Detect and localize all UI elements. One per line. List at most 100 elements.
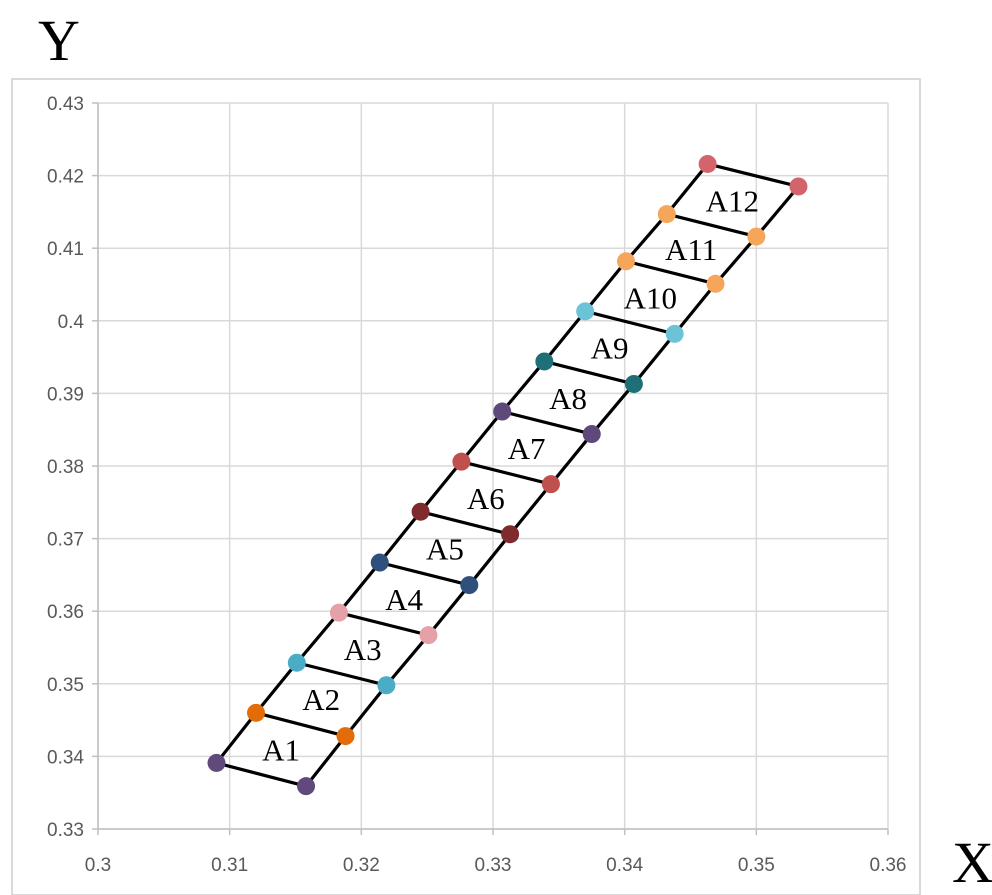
left-rail-line bbox=[337, 561, 382, 614]
x-tick-label: 0.31 bbox=[211, 855, 248, 876]
tick-labels: 0.3 0.31 0.32 0.33 0.34 0.35 0.36 0.33 0.34 0.35 0… bbox=[47, 94, 906, 876]
data-point bbox=[247, 703, 265, 722]
rung-line bbox=[255, 711, 346, 738]
rung-line bbox=[584, 309, 676, 336]
data-point bbox=[207, 753, 226, 772]
right-rail-line bbox=[304, 735, 347, 788]
right-rail-line bbox=[755, 185, 800, 238]
data-point bbox=[370, 553, 389, 572]
left-rail-line bbox=[543, 310, 587, 363]
chart-area-border bbox=[11, 78, 921, 895]
right-rail-line bbox=[590, 382, 636, 436]
data-point bbox=[582, 425, 601, 444]
x-tick-label: 0.35 bbox=[738, 855, 775, 876]
y-tick-label: 0.43 bbox=[47, 94, 84, 115]
data-points bbox=[207, 154, 808, 796]
rung-line bbox=[420, 510, 511, 536]
quad-label: A9 bbox=[591, 331, 629, 366]
left-rail-line bbox=[583, 260, 628, 313]
quad-label: A10 bbox=[624, 281, 677, 316]
right-rail-line bbox=[714, 235, 758, 285]
y-tick-label: 0.39 bbox=[47, 384, 84, 405]
data-point bbox=[657, 205, 676, 224]
rung-line bbox=[707, 162, 799, 189]
left-rail-line bbox=[215, 711, 258, 764]
rung-line bbox=[501, 409, 593, 436]
data-point bbox=[419, 626, 438, 645]
data-point bbox=[576, 302, 595, 321]
quad-label: A8 bbox=[549, 381, 587, 416]
quad-label: A11 bbox=[665, 232, 717, 267]
y-tick-label: 0.37 bbox=[47, 530, 84, 551]
right-rail-line bbox=[549, 433, 593, 486]
rung-line bbox=[543, 359, 635, 386]
data-point bbox=[377, 676, 396, 695]
data-point bbox=[706, 274, 725, 293]
y-tick-label: 0.36 bbox=[47, 602, 84, 623]
left-rail-line bbox=[500, 360, 546, 413]
y-tick-label: 0.34 bbox=[47, 747, 84, 768]
quad-label: A12 bbox=[706, 183, 759, 218]
data-point bbox=[616, 252, 635, 271]
y-tick-label: 0.33 bbox=[47, 820, 84, 841]
data-point bbox=[297, 777, 316, 796]
rung-line bbox=[379, 561, 470, 587]
right-rail-line bbox=[385, 634, 430, 687]
quad-label: A4 bbox=[385, 582, 423, 617]
rung-line bbox=[338, 611, 429, 637]
rung-line bbox=[461, 460, 552, 486]
rung-line bbox=[666, 212, 757, 239]
left-rail-line bbox=[460, 410, 504, 463]
data-point bbox=[541, 475, 560, 494]
data-point bbox=[789, 177, 808, 196]
y-tick-label: 0.35 bbox=[47, 675, 84, 696]
y-axis-title: Y bbox=[38, 8, 80, 73]
rung-line bbox=[625, 259, 716, 286]
x-tick-label: 0.36 bbox=[870, 855, 907, 876]
left-rail-line bbox=[419, 460, 463, 513]
axes bbox=[92, 102, 889, 835]
right-rail-line bbox=[468, 533, 512, 587]
data-point bbox=[452, 452, 471, 471]
right-rail-line bbox=[632, 332, 676, 385]
right-rail-line bbox=[344, 684, 388, 738]
x-tick-label: 0.3 bbox=[85, 855, 111, 876]
data-point bbox=[336, 727, 355, 746]
left-rail-line bbox=[624, 213, 669, 263]
quad-label: A3 bbox=[344, 632, 382, 667]
quad-label: A7 bbox=[508, 431, 546, 466]
x-axis-title: X bbox=[952, 830, 992, 895]
data-point bbox=[698, 154, 717, 173]
rung-line bbox=[216, 761, 307, 788]
left-rail-line bbox=[254, 661, 299, 714]
data-point bbox=[329, 603, 348, 622]
data-point bbox=[493, 402, 512, 421]
quad-label: A2 bbox=[302, 682, 340, 717]
right-rail-line bbox=[673, 282, 717, 335]
x-tick-label: 0.34 bbox=[606, 855, 643, 876]
data-point bbox=[535, 352, 554, 371]
left-rail-line bbox=[665, 162, 709, 216]
y-tick-label: 0.42 bbox=[47, 167, 84, 188]
y-tick-label: 0.38 bbox=[47, 457, 84, 478]
left-rail-line bbox=[295, 611, 341, 664]
data-point bbox=[460, 576, 479, 595]
data-point bbox=[665, 324, 684, 343]
right-rail-line bbox=[508, 483, 553, 536]
quad-label: A1 bbox=[262, 733, 300, 768]
quadrilaterals bbox=[215, 162, 800, 788]
data-point bbox=[624, 374, 643, 393]
left-rail-line bbox=[378, 510, 422, 564]
data-point bbox=[287, 653, 306, 672]
data-point bbox=[411, 502, 430, 521]
right-rail-line bbox=[427, 584, 471, 637]
data-point bbox=[501, 525, 520, 544]
y-tick-label: 0.4 bbox=[58, 312, 85, 333]
quad-label: A6 bbox=[467, 481, 505, 516]
data-point bbox=[747, 227, 766, 246]
x-tick-label: 0.32 bbox=[343, 855, 380, 876]
y-tick-label: 0.41 bbox=[47, 239, 84, 260]
x-tick-label: 0.33 bbox=[475, 855, 512, 876]
